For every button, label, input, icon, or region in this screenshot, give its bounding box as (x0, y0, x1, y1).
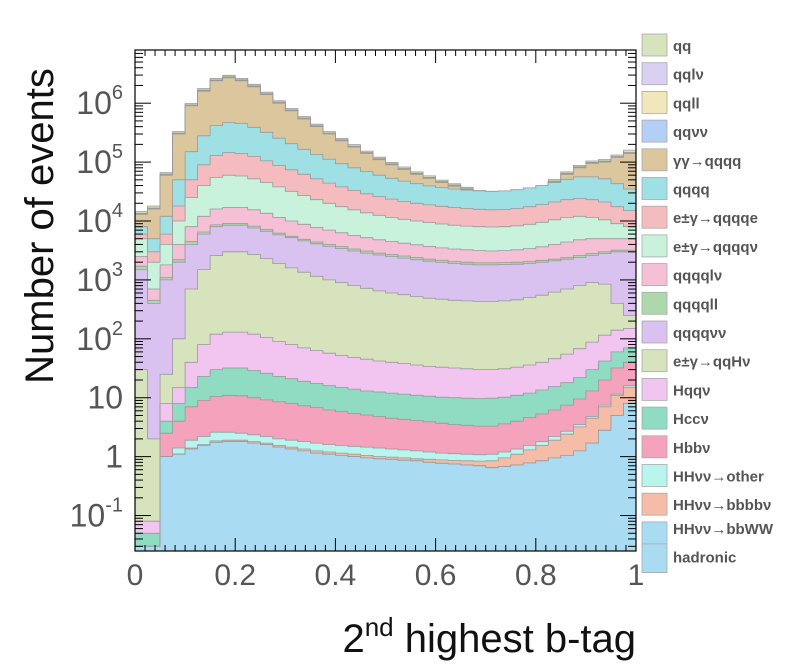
legend-swatch (641, 435, 668, 459)
x-tick-label: 0.4 (315, 559, 357, 592)
y-tick-label: 105 (76, 141, 123, 180)
legend-label: qqll (673, 95, 700, 112)
legend-swatch (641, 492, 668, 516)
legend-swatch (641, 148, 668, 172)
legend-swatch (641, 177, 668, 200)
legend-label: γγ→qqqq (673, 153, 741, 170)
legend-swatch (641, 377, 668, 401)
legend-swatch (641, 62, 668, 86)
legend-label: qq (673, 38, 691, 55)
stack-layer-1 (134, 403, 637, 552)
legend-label: e±γ→qqqqν (673, 239, 758, 256)
legend-item: e±γ→qqHν (641, 349, 750, 373)
legend-item: qqqqlν (641, 263, 722, 287)
legend-swatch (641, 119, 668, 143)
legend-item: hadronic (641, 543, 736, 574)
x-tick-label: 0 (127, 559, 144, 592)
x-tick-label: 0.2 (214, 559, 256, 592)
legend-label: HHνν→bbbbν (673, 497, 771, 514)
legend-swatch (641, 464, 668, 487)
legend-swatch (641, 349, 668, 373)
legend-item: qqνν (641, 119, 708, 143)
legend-item: qqqqll (641, 291, 718, 315)
x-axis-ticks: 0 0.2 0.4 0.6 0.8 1 (127, 50, 645, 592)
legend-label: qqlν (673, 67, 704, 84)
legend-label: hadronic (673, 550, 736, 567)
x-axis-title: 2nd highest b-tag (342, 612, 636, 661)
legend-label: qqqqll (673, 296, 718, 313)
legend-item: Hccν (641, 406, 709, 430)
legend-label: Hbbν (673, 440, 711, 457)
legend-item: e±γ→qqqqe (641, 205, 758, 229)
legend-swatch (641, 33, 668, 57)
x-tick-label: 0.6 (415, 559, 457, 592)
legend-item: qq (641, 33, 691, 57)
legend-item: qqlν (641, 62, 704, 86)
legend-item: HHνν→bbWW (641, 521, 774, 545)
y-axis-title: Number of events (18, 68, 62, 384)
legend-label: e±γ→qqHν (673, 354, 750, 371)
legend-swatch (641, 320, 668, 344)
legend-swatch (641, 406, 668, 430)
stacked-envelopes (134, 74, 637, 552)
y-tick-label: 10-1 (70, 495, 123, 534)
legend-item: HHνν→other (641, 464, 764, 487)
y-tick-label: 106 (76, 82, 123, 121)
x-tick-label: 0.8 (515, 559, 557, 592)
legend-item: qqll (641, 91, 700, 114)
legend-label: qqqq (673, 182, 710, 199)
legend-label: qqνν (673, 124, 708, 141)
legend-item: HHνν→bbbbν (641, 492, 771, 516)
legend-label: qqqqνν (673, 325, 726, 342)
x-axis-title-rest: highest b-tag (394, 617, 636, 661)
legend-label: Hccν (673, 411, 709, 428)
legend-swatch (641, 205, 668, 229)
legend-label: HHνν→bbWW (673, 521, 774, 538)
x-tick-label: 1 (628, 559, 645, 592)
y-tick-label: 104 (76, 200, 123, 239)
x-axis-title-main: 2 (342, 617, 364, 661)
legend-item: γγ→qqqq (641, 148, 741, 172)
legend-label: qqqqlν (673, 268, 722, 285)
legend-swatch (641, 263, 668, 287)
legend-label: Hqqν (673, 382, 711, 399)
legend-item: qqqqνν (641, 320, 726, 344)
legend-label: HHνν→other (673, 469, 764, 486)
y-tick-label: 103 (76, 259, 123, 298)
x-axis-title-superscript: nd (365, 612, 394, 642)
y-tick-label: 102 (76, 318, 123, 357)
legend-swatch (641, 543, 668, 574)
y-axis-ticks: 10-1 1 10 102 103 104 105 106 (70, 49, 636, 547)
legend-swatch (641, 521, 668, 545)
y-tick-label: 1 (105, 439, 123, 475)
y-tick-label: 10 (87, 380, 123, 416)
legend-label: e±γ→qqqqe (673, 210, 758, 227)
legend-swatch (641, 234, 668, 258)
legend: qqqqlνqqllqqννγγ→qqqqqqqqe±γ→qqqqee±γ→qq… (641, 33, 774, 574)
legend-item: e±γ→qqqqν (641, 234, 758, 258)
legend-item: Hbbν (641, 435, 711, 459)
legend-item: Hqqν (641, 377, 711, 401)
legend-swatch (641, 91, 668, 114)
legend-item: qqqq (641, 177, 710, 200)
legend-swatch (641, 291, 668, 315)
